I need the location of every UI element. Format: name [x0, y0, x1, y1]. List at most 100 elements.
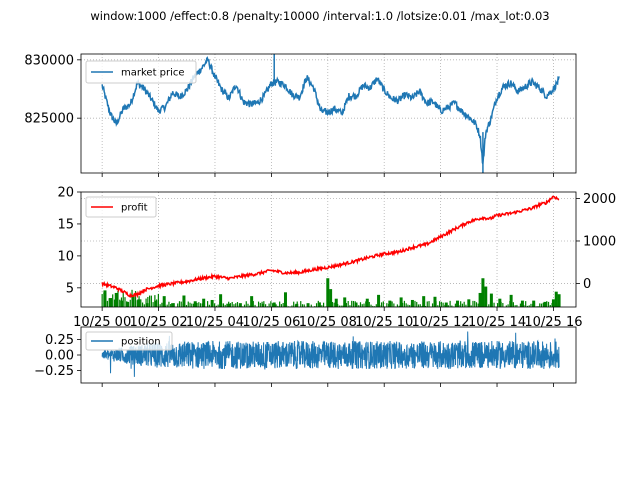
volume-bar [368, 302, 370, 307]
volume-bar [433, 296, 437, 307]
volume-bar [528, 305, 530, 307]
volume-bar [170, 304, 172, 307]
volume-bar [340, 305, 342, 307]
volume-bar [343, 297, 347, 307]
volume-bar [472, 300, 474, 307]
position-panel: −0.250.000.25 position [34, 326, 577, 384]
volume-bar [511, 302, 513, 307]
volume-bar [498, 301, 500, 307]
volume-bar [247, 303, 249, 307]
volume-bar [184, 305, 186, 307]
volume-bar [171, 303, 175, 307]
volume-bar [386, 303, 388, 307]
volume-bar [377, 302, 379, 307]
position-y-ticks: −0.250.000.25 [34, 333, 81, 379]
volume-bar [539, 303, 541, 307]
profit-panel-frame [80, 191, 577, 308]
volume-bar [354, 302, 358, 307]
volume-bar [157, 293, 159, 307]
volume-bar [416, 301, 418, 307]
volume-bar [412, 304, 414, 307]
volume-bar [389, 301, 391, 307]
volume-bar [365, 298, 369, 307]
volume-bar [229, 303, 232, 307]
volume-bar [217, 304, 219, 307]
position-y-tick-label: 0.25 [45, 333, 74, 348]
profit-legend-label: profit [121, 203, 148, 214]
volume-bar [300, 301, 302, 307]
volume-bar [215, 305, 217, 307]
volume-bar [168, 301, 170, 307]
volume-bar [219, 301, 221, 307]
volume-bar [481, 278, 485, 307]
volume-bar [467, 299, 471, 307]
volume-bar [421, 305, 423, 307]
volume-bar [470, 305, 472, 307]
volume-bar [509, 300, 511, 307]
volume-bar [185, 304, 188, 307]
price-y-tick-label: 830000 [24, 53, 74, 68]
volume-bar [370, 304, 372, 307]
volume-bar [342, 305, 344, 307]
volume-bar [475, 302, 478, 307]
volume-bar [192, 303, 195, 307]
volume-bar [423, 304, 425, 307]
volume-bar [222, 303, 225, 307]
volume-bar [110, 299, 112, 307]
volume-bar [549, 304, 551, 307]
volume-bar [145, 298, 147, 307]
volume-bar [280, 304, 283, 307]
volume-bar [331, 301, 333, 307]
volume-bar [254, 304, 256, 307]
volume-bar [178, 301, 181, 307]
volume-bar [199, 303, 202, 307]
volume-bar [263, 301, 265, 307]
volume-bar [329, 289, 333, 307]
volume-bar [140, 299, 142, 307]
volume-bar [414, 300, 416, 307]
volume-bar [349, 305, 351, 307]
volume-bar [141, 302, 144, 307]
volume-bar [440, 301, 442, 307]
volume-bar [152, 302, 154, 307]
volume-bar [447, 305, 449, 307]
volume-bar [433, 301, 435, 307]
volume-bar [537, 306, 539, 307]
volume-bar [221, 303, 223, 307]
position-y-tick-label: −0.25 [34, 364, 74, 379]
price-panel: 825000 830000 market price [24, 53, 577, 174]
position-line [101, 331, 560, 377]
volume-bar [143, 304, 145, 307]
position-legend-label: position [121, 337, 161, 348]
volume-bar [554, 291, 558, 307]
volume-bar [201, 303, 203, 307]
profit-right-tick-label: 1000 [583, 234, 616, 249]
volume-bar [347, 300, 349, 307]
profit-right-tick-label: 0 [583, 277, 591, 292]
position-legend-box [85, 331, 173, 351]
volume-bar [474, 300, 476, 307]
volume-bar [291, 305, 293, 307]
volume-bar [403, 300, 406, 307]
volume-bar [546, 301, 548, 307]
volume-bar [206, 301, 209, 307]
volume-bar [484, 286, 488, 307]
volume-bar [293, 301, 295, 307]
volume-bar [491, 306, 493, 307]
volume-bar [261, 301, 263, 307]
volume-bar [203, 304, 205, 307]
volume-bar [106, 300, 109, 307]
volume-bar [275, 304, 277, 307]
volume-bar [103, 290, 107, 307]
volume-bar [162, 296, 166, 307]
volume-bar [226, 303, 228, 307]
volume-bar [454, 303, 456, 307]
volume-bar [532, 304, 534, 307]
volume-bar [465, 304, 467, 307]
volume-bar [270, 301, 272, 307]
position-y-tick-label: 0.00 [45, 349, 74, 364]
volume-bar [363, 303, 365, 307]
volume-bar [219, 294, 223, 307]
volume-bar [243, 304, 246, 307]
volume-bar [361, 304, 363, 307]
